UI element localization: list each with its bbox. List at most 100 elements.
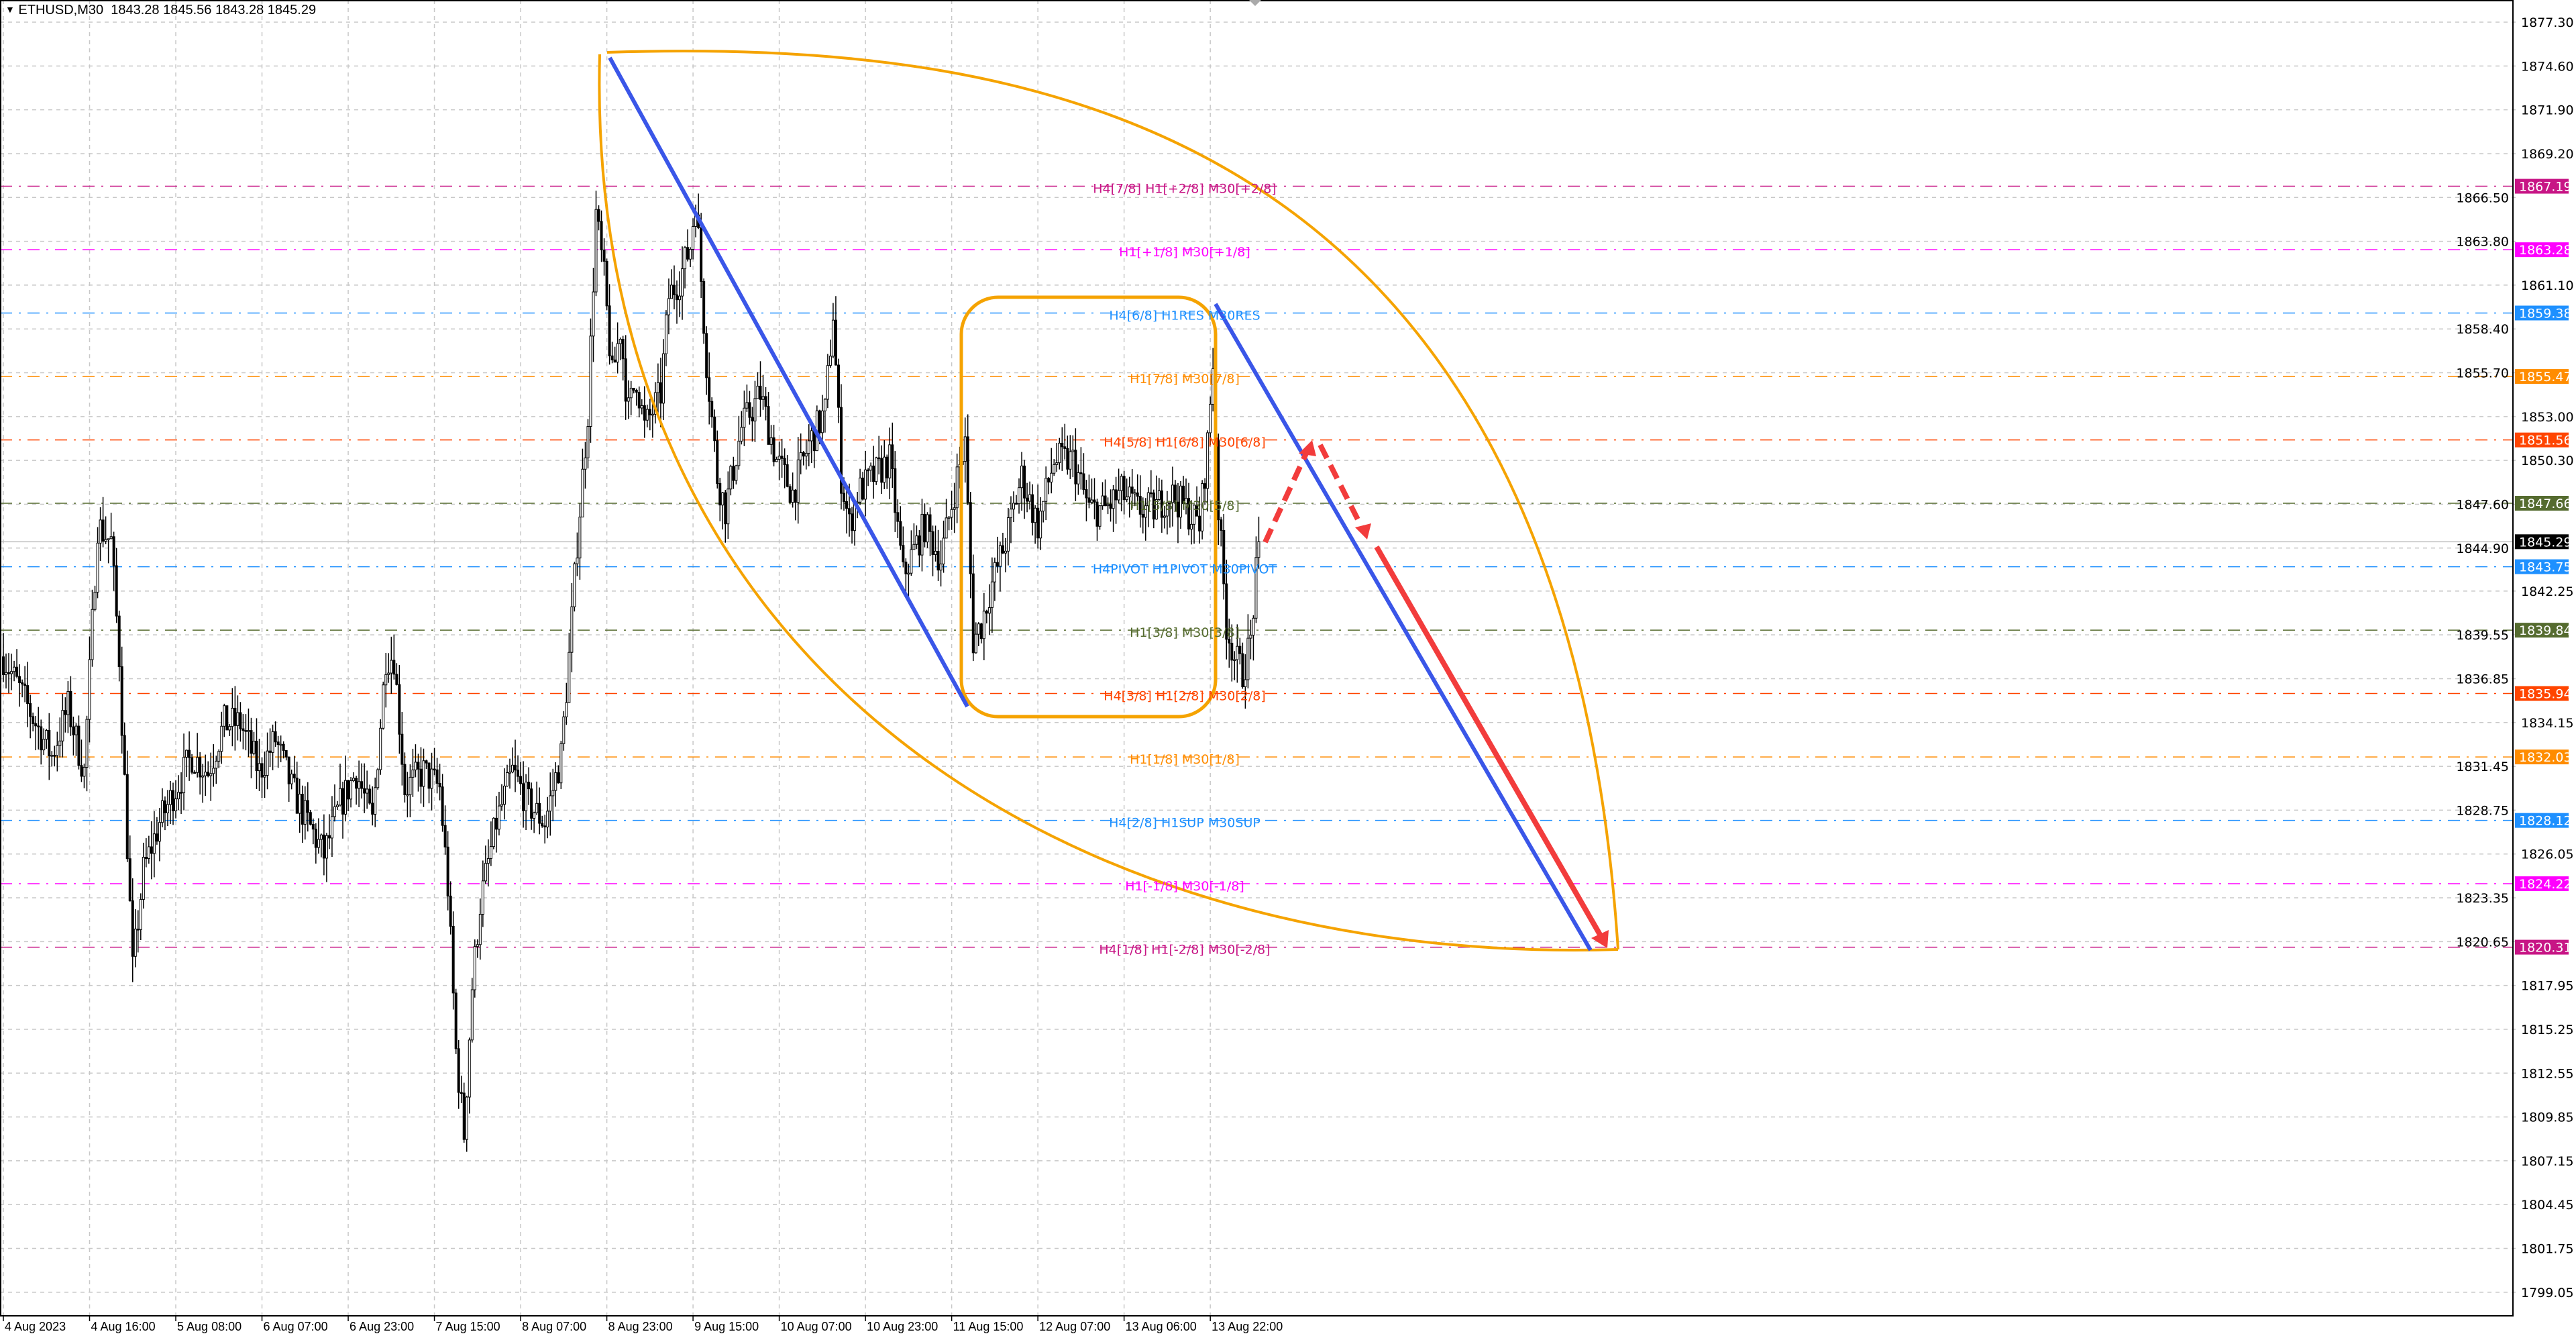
- candle-body: [645, 409, 649, 421]
- candle-body: [1028, 494, 1032, 502]
- candle-body: [1018, 487, 1021, 505]
- candle-body: [1179, 485, 1182, 518]
- candle-body: [845, 501, 849, 509]
- candle-body: [481, 880, 484, 915]
- candle-body: [669, 285, 673, 299]
- candle-body: [939, 563, 943, 571]
- candle-body: [508, 772, 512, 774]
- time-tick-label: 4 Aug 16:00: [91, 1320, 156, 1333]
- candle-body: [34, 723, 38, 727]
- triangle-down-icon[interactable]: ▼: [5, 4, 15, 15]
- candle-body: [1254, 557, 1258, 619]
- candle-body: [158, 822, 161, 842]
- candle-body: [570, 606, 574, 653]
- candle-body: [899, 521, 902, 546]
- candle-body: [514, 764, 517, 771]
- candle-body: [327, 835, 331, 839]
- candle-body: [1185, 498, 1188, 505]
- candle-body: [791, 489, 794, 503]
- candle-body: [743, 407, 746, 428]
- candle-body: [635, 390, 638, 393]
- candle-body: [1206, 432, 1210, 489]
- candle-body: [199, 757, 202, 778]
- candle-body: [258, 763, 261, 772]
- candle-body: [93, 591, 97, 610]
- rounded-rectangle: [959, 295, 1218, 719]
- candle-body: [1117, 490, 1120, 501]
- candle-body: [1222, 529, 1226, 584]
- candle-body: [632, 387, 635, 391]
- dashed-arrow-down: [1318, 444, 1366, 531]
- time-tick-label: 8 Aug 07:00: [522, 1320, 586, 1333]
- candle-body: [279, 743, 282, 746]
- candle-body: [1201, 483, 1204, 531]
- candle-body: [619, 339, 622, 344]
- candle-body: [32, 716, 35, 724]
- candle-body: [517, 770, 520, 777]
- candle-body: [1034, 507, 1037, 523]
- level-label: H4[1/8] H1[-2/8] M30[-2/8]: [1099, 943, 1270, 958]
- candle-body: [347, 780, 350, 800]
- chart-shift-marker[interactable]: [1249, 0, 1261, 6]
- candle-body: [888, 444, 892, 478]
- candle-body: [608, 305, 611, 356]
- chart-header: ▼ ETHUSD,M30 1843.28 1845.56 1843.28 184…: [5, 3, 316, 18]
- drawings[interactable]: [598, 50, 1619, 951]
- candle-body: [1168, 502, 1171, 504]
- candle-body: [907, 572, 910, 575]
- candle-body: [333, 806, 336, 817]
- price-tick-label: 1842.25: [2521, 584, 2574, 599]
- candle-body: [1225, 583, 1228, 640]
- price-tag-label: 1828.12: [2519, 814, 2572, 829]
- candle-body: [112, 536, 115, 566]
- candle-body: [1069, 451, 1072, 470]
- candle-body: [643, 405, 646, 421]
- time-axis[interactable]: 4 Aug 2023 4 Aug 16:00 5 Aug 08:00 6 Aug 07…: [3, 1316, 1283, 1333]
- price-tick-label: 1847.60: [2456, 497, 2509, 512]
- candle-body: [1001, 545, 1004, 554]
- candle-body: [729, 466, 733, 490]
- price-axis[interactable]: 1877.30 1874.60 1871.90 1869.20 1866.50 1863.…: [2456, 15, 2573, 1300]
- price-tick-label: 1853.00: [2521, 410, 2574, 425]
- candle-body: [398, 684, 401, 735]
- candle-body: [69, 690, 72, 727]
- candle-body: [451, 925, 455, 994]
- candle-body: [322, 834, 325, 859]
- price-tag: [2515, 939, 2569, 955]
- candle-body: [26, 685, 30, 704]
- candle-body: [1173, 484, 1177, 503]
- candle-body: [1241, 653, 1244, 687]
- candle-body: [303, 800, 307, 825]
- level-label: H1[-1/8] M30[-1/8]: [1125, 879, 1244, 894]
- candle-body: [255, 741, 258, 772]
- candle-body: [37, 725, 40, 727]
- time-tick-label: 13 Aug 22:00: [1212, 1320, 1283, 1333]
- candle-body: [802, 452, 805, 457]
- candle-body: [885, 456, 889, 478]
- price-tick-label: 1834.15: [2521, 716, 2574, 731]
- candle-body: [799, 452, 802, 460]
- candle-body: [500, 804, 503, 807]
- candle-body: [476, 944, 479, 947]
- candle-body: [188, 750, 191, 758]
- candle-body: [142, 857, 145, 900]
- candle-body: [1098, 505, 1102, 527]
- curved-arc-top: [606, 50, 1619, 950]
- candle-body: [1101, 495, 1104, 507]
- level-label: H4[6/8] H1RES M30RES: [1109, 308, 1260, 323]
- candle-body: [684, 247, 687, 270]
- candle-body: [600, 221, 603, 250]
- candle-body: [160, 800, 164, 823]
- candle-body: [549, 795, 552, 812]
- candle-body: [732, 466, 735, 481]
- candle-body: [260, 763, 264, 778]
- candle-body: [120, 666, 123, 736]
- candle-body: [241, 728, 245, 731]
- candle-body: [319, 834, 323, 840]
- price-tag: [2515, 178, 2569, 194]
- candle-body: [1120, 476, 1123, 491]
- candle-body: [522, 783, 525, 811]
- candle-body: [1036, 507, 1040, 539]
